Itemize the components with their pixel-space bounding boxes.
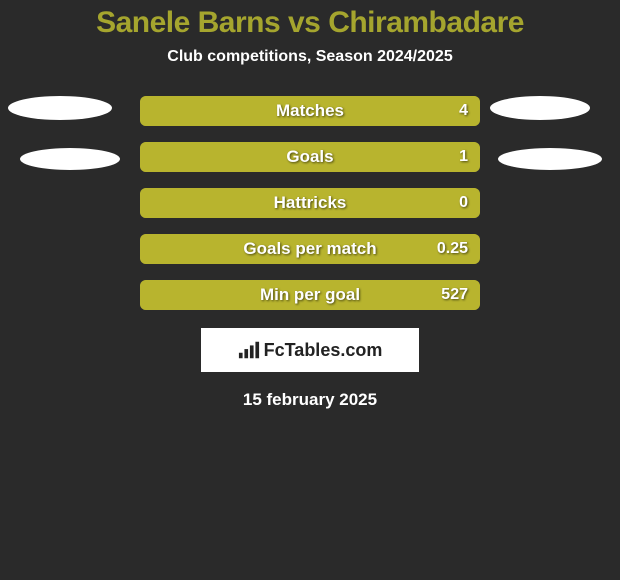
side-ellipse: [20, 148, 120, 170]
stat-row: Goals per match0.25: [140, 234, 480, 264]
stat-label: Min per goal: [140, 280, 480, 310]
stat-row: Min per goal527: [140, 280, 480, 310]
stat-value: 4: [459, 96, 468, 126]
stat-row: Hattricks0: [140, 188, 480, 218]
stat-row: Goals1: [140, 142, 480, 172]
side-ellipse: [498, 148, 602, 170]
stat-value: 0.25: [437, 234, 468, 264]
page-title: Sanele Barns vs Chirambadare: [0, 0, 620, 40]
stat-row: Matches4: [140, 96, 480, 126]
logo-text: FcTables.com: [264, 340, 383, 361]
bars-icon: [238, 340, 260, 360]
date-label: 15 february 2025: [0, 390, 620, 410]
comparison-chart: Matches4Goals1Hattricks0Goals per match0…: [0, 96, 620, 310]
subtitle: Club competitions, Season 2024/2025: [0, 48, 620, 66]
stat-value: 1: [459, 142, 468, 172]
side-ellipse: [8, 96, 112, 120]
side-ellipse: [490, 96, 590, 120]
logo-box: FcTables.com: [201, 328, 419, 372]
logo: FcTables.com: [238, 340, 383, 361]
stat-value: 0: [459, 188, 468, 218]
stat-value: 527: [441, 280, 468, 310]
stat-label: Matches: [140, 96, 480, 126]
stat-label: Hattricks: [140, 188, 480, 218]
stat-label: Goals: [140, 142, 480, 172]
stat-label: Goals per match: [140, 234, 480, 264]
